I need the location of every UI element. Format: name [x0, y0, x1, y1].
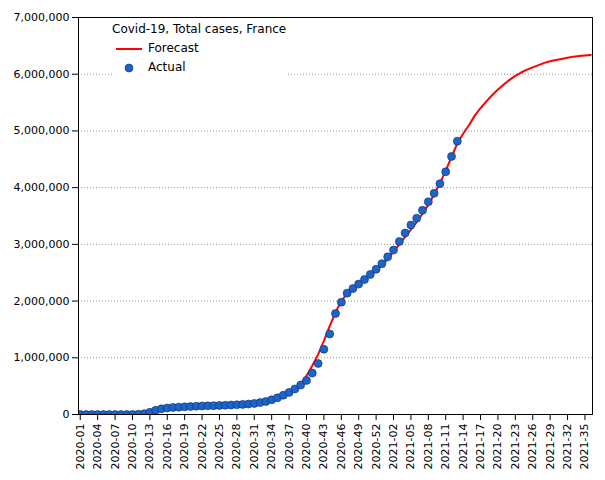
svg-text:2020-16: 2020-16: [161, 424, 174, 470]
svg-text:2021-23: 2021-23: [509, 424, 522, 470]
svg-text:2020-34: 2020-34: [265, 424, 278, 470]
html-text:Forecast: Forecast: [148, 41, 199, 55]
svg-text:2020-37: 2020-37: [283, 424, 296, 470]
svg-text:2020-43: 2020-43: [317, 424, 330, 470]
svg-text:2021-02: 2021-02: [387, 424, 400, 470]
svg-text:2020-25: 2020-25: [213, 424, 226, 470]
svg-text:2020-52: 2020-52: [370, 424, 383, 470]
svg-text:7,000,000: 7,000,000: [14, 11, 70, 24]
svg-text:2020-13: 2020-13: [143, 424, 156, 470]
svg-text:4,000,000: 4,000,000: [14, 181, 70, 194]
svg-text:2020-07: 2020-07: [109, 424, 122, 470]
svg-text:2020-22: 2020-22: [196, 424, 209, 470]
svg-text:2021-29: 2021-29: [544, 424, 557, 470]
svg-text:2020-19: 2020-19: [178, 424, 191, 470]
svg-text:2020-49: 2020-49: [352, 424, 365, 470]
svg-text:2020-31: 2020-31: [248, 424, 261, 470]
svg-text:2021-05: 2021-05: [404, 424, 417, 470]
svg-text:2021-17: 2021-17: [474, 424, 487, 470]
svg-text:0: 0: [63, 408, 70, 421]
svg-text:2021-11: 2021-11: [439, 424, 452, 470]
svg-text:2021-14: 2021-14: [457, 424, 470, 470]
svg-text:2020-04: 2020-04: [91, 424, 104, 470]
svg-text:2021-20: 2021-20: [491, 424, 504, 470]
svg-text:2021-32: 2021-32: [561, 424, 574, 470]
html-text:Actual: Actual: [148, 60, 186, 74]
svg-text:2,000,000: 2,000,000: [14, 295, 70, 308]
svg-text:2020-46: 2020-46: [335, 424, 348, 470]
svg-text:2020-01: 2020-01: [74, 424, 87, 470]
svg-text:2020-10: 2020-10: [126, 424, 139, 470]
svg-text:2021-35: 2021-35: [578, 424, 591, 470]
svg-text:5,000,000: 5,000,000: [14, 124, 70, 137]
svg-text:6,000,000: 6,000,000: [14, 68, 70, 81]
svg-text:2020-40: 2020-40: [300, 424, 313, 470]
svg-text:2021-26: 2021-26: [526, 424, 539, 470]
svg-text:2021-08: 2021-08: [422, 424, 435, 470]
html-text:Covid-19, Total cases, France: Covid-19, Total cases, France: [112, 22, 287, 36]
svg-text:2020-28: 2020-28: [230, 424, 243, 470]
svg-text:3,000,000: 3,000,000: [14, 238, 70, 251]
svg-text:1,000,000: 1,000,000: [14, 351, 70, 364]
